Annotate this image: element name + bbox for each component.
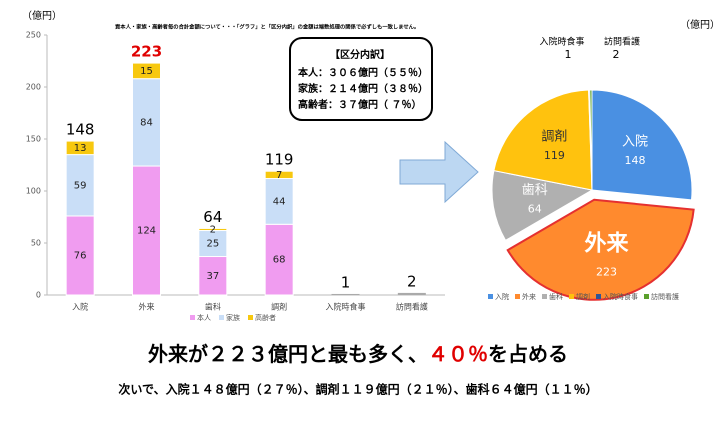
chart-note: 資本人・家族・高齢者毎の合計金額について・・・「グラフ」と「区分内訳」の金額は端… xyxy=(115,23,419,31)
legend-label: 外来 xyxy=(522,292,536,301)
y-tick-label: 250 xyxy=(26,31,41,40)
bar xyxy=(397,292,426,295)
breakdown-line: 本人：３０６億円（５５％） xyxy=(298,66,428,79)
arrow xyxy=(399,140,479,204)
bar-segment xyxy=(132,78,161,167)
slice-value: 2 xyxy=(613,48,620,61)
y-tick-label: 150 xyxy=(26,135,41,144)
x-tick-label: 入院時食事 xyxy=(326,302,366,312)
bar-segment xyxy=(198,256,228,296)
slice-name: 歯科 xyxy=(522,183,548,198)
y-tick-label: 0 xyxy=(36,291,41,300)
slice-value: 223 xyxy=(596,265,617,278)
legend-label: 調剤 xyxy=(576,292,590,301)
slice-name: 外来 xyxy=(584,230,629,256)
legend-swatch xyxy=(219,315,224,320)
slice-value: 148 xyxy=(624,154,645,167)
slice-value: 119 xyxy=(544,149,565,162)
legend-label: 高齢者 xyxy=(255,313,276,322)
x-tick-label: 歯科 xyxy=(205,302,221,312)
bar-segment xyxy=(65,215,95,296)
segment-label: 15 xyxy=(140,66,153,77)
pie-slice xyxy=(591,89,693,201)
x-tick-label: 訪問看護 xyxy=(396,302,428,312)
bar-segment xyxy=(132,62,161,80)
pie-slice xyxy=(589,89,593,191)
total-label: 64 xyxy=(203,208,222,226)
y-unit: （億円） xyxy=(22,9,62,22)
total-label: 119 xyxy=(265,151,294,169)
y-unit: （億円） xyxy=(680,18,716,31)
slice-value: 1 xyxy=(565,48,572,61)
segment-label: 37 xyxy=(206,271,219,282)
bar-segment xyxy=(198,230,228,258)
legend-label: 訪問看護 xyxy=(651,292,679,301)
bar xyxy=(331,293,360,295)
bar-segment xyxy=(264,178,294,225)
segment-label: 76 xyxy=(74,250,87,261)
legend-swatch xyxy=(596,294,601,299)
x-tick-label: 入院 xyxy=(72,302,88,312)
y-tick-label: 50 xyxy=(31,239,41,248)
segment-label: 84 xyxy=(140,117,153,128)
y-tick-label: 100 xyxy=(26,187,41,196)
bar-segment xyxy=(198,227,228,232)
bar-segment xyxy=(264,170,294,180)
headline-part: を占める xyxy=(488,342,568,366)
breakdown-box xyxy=(289,37,433,121)
total-label: 1 xyxy=(341,273,351,291)
subline: 次いで、入院１４８億円（２７％）、調剤１１９億円（２１％）、歯科６４億円（１１％… xyxy=(118,382,597,397)
legend-label: 歯科 xyxy=(549,292,563,301)
segment-label: 13 xyxy=(74,143,87,154)
segment-label: 124 xyxy=(137,226,156,237)
bar-segment xyxy=(132,165,161,296)
legend-label: 入院 xyxy=(495,292,509,301)
segment-label: 7 xyxy=(276,170,282,181)
slice-value: 64 xyxy=(528,203,542,216)
legend-label: 本人 xyxy=(197,313,211,322)
total-label: 2 xyxy=(407,272,417,290)
pie-slice xyxy=(493,89,593,191)
segment-label: 68 xyxy=(273,255,286,266)
x-tick-label: 調剤 xyxy=(271,302,287,312)
legend-swatch xyxy=(515,294,520,299)
slice-name: 調剤 xyxy=(541,128,567,144)
slice-name: 入院時食事 xyxy=(539,36,584,48)
segment-label: 44 xyxy=(273,196,286,207)
bar-segment xyxy=(65,140,95,156)
x-tick-label: 外来 xyxy=(139,302,155,312)
breakdown-line: 高齢者：３７億円（ ７％） xyxy=(298,98,421,111)
slice-name: 入院 xyxy=(622,135,648,150)
total-label: 223 xyxy=(131,43,162,61)
breakdown-title: 【区分内訳】 xyxy=(330,48,390,61)
segment-label: 25 xyxy=(206,239,219,250)
segment-label: 59 xyxy=(74,180,87,191)
breakdown-line: 家族：２１４億円（３８％） xyxy=(298,82,428,95)
headline: 外来が２２３億円と最も多く、４０％を占める xyxy=(148,342,568,366)
legend-swatch xyxy=(190,315,195,320)
pie-slice xyxy=(491,170,594,242)
legend-swatch xyxy=(569,294,574,299)
headline-highlight: ４０％ xyxy=(428,342,488,366)
legend-label: 家族 xyxy=(226,313,240,322)
legend-swatch xyxy=(488,294,493,299)
slice-name: 訪問看護 xyxy=(604,36,640,48)
legend-label: 入院時食事 xyxy=(603,292,638,301)
segment-label: 2 xyxy=(210,224,216,235)
legend-swatch xyxy=(248,315,253,320)
headline-part: 外来が２２３億円と最も多く、 xyxy=(148,342,428,366)
pie-slice xyxy=(506,198,695,301)
legend-swatch xyxy=(644,294,649,299)
y-tick-label: 200 xyxy=(26,83,41,92)
total-label: 148 xyxy=(66,121,95,139)
legend-swatch xyxy=(542,294,547,299)
